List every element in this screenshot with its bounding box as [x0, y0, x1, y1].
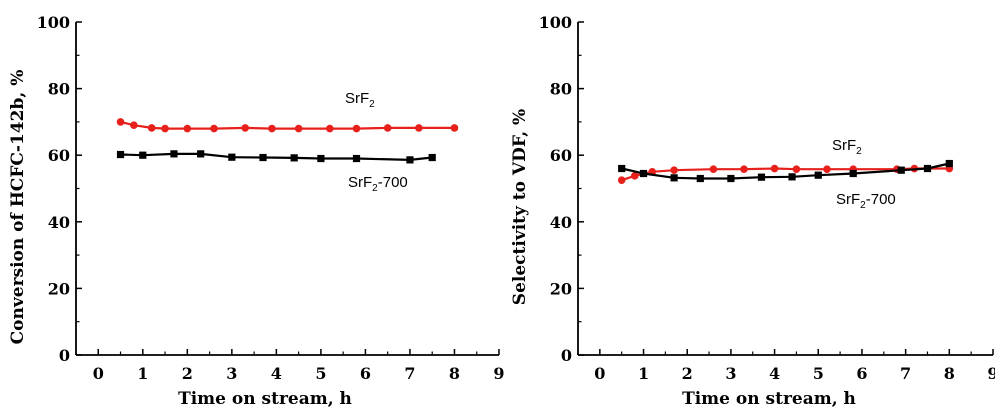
- y-axis-title: Selectivity to VDF, %: [510, 109, 530, 305]
- x-tick-label: 7: [404, 364, 415, 383]
- data-point: [450, 124, 459, 132]
- data-point: [788, 173, 796, 181]
- series-line: [621, 162, 950, 180]
- data-point: [897, 166, 905, 174]
- data-point: [383, 124, 392, 132]
- data-point: [116, 118, 125, 126]
- x-tick-label: 8: [944, 364, 955, 383]
- data-point: [849, 169, 857, 178]
- x-tick-label: 0: [93, 364, 104, 383]
- series-srf2-700: [618, 159, 953, 183]
- y-tick-label: 0: [59, 346, 70, 365]
- data-point: [639, 169, 648, 178]
- conversion-chart-panel: Conversion of HCFC-142b, % Time on strea…: [8, 13, 505, 409]
- x-tick-label: 9: [987, 364, 995, 383]
- data-point: [294, 124, 303, 133]
- data-point: [792, 165, 801, 173]
- y-axis-title: Conversion of HCFC-142b, %: [8, 70, 28, 345]
- data-point: [228, 153, 236, 161]
- x-tick-label: 4: [769, 364, 780, 383]
- data-point: [210, 124, 218, 133]
- y-tick-label: 40: [550, 213, 572, 232]
- series-label: SrF2: [832, 137, 862, 157]
- data-point: [116, 150, 125, 159]
- x-tick-label: 9: [493, 364, 504, 383]
- x-tick-label: 0: [594, 364, 605, 383]
- x-tick-label: 5: [813, 364, 824, 383]
- series-line: [120, 120, 455, 130]
- x-tick-label: 5: [315, 364, 326, 383]
- x-tick-label: 1: [638, 364, 649, 383]
- y-tick-label: 100: [539, 13, 572, 32]
- series-srf2: [116, 118, 459, 133]
- x-tick-label: 7: [900, 364, 911, 383]
- data-point: [170, 150, 178, 158]
- data-point: [670, 174, 678, 182]
- y-tick-label: 80: [48, 80, 70, 99]
- data-point: [352, 124, 361, 133]
- y-tick-label: 20: [550, 279, 572, 298]
- y-tick-label: 60: [550, 146, 572, 165]
- data-point: [326, 124, 334, 133]
- data-point: [630, 172, 639, 180]
- data-point: [428, 153, 436, 162]
- series-line: [120, 152, 433, 162]
- y-tick-label: 80: [550, 80, 572, 99]
- data-point: [670, 166, 678, 174]
- x-tick-label: 4: [271, 364, 282, 383]
- series-label: SrF2-700: [836, 191, 896, 211]
- data-point: [161, 124, 169, 133]
- x-tick-label: 2: [682, 364, 693, 383]
- data-point: [147, 124, 156, 132]
- data-point: [727, 174, 735, 183]
- x-tick-label: 2: [182, 364, 193, 383]
- data-point: [823, 165, 831, 173]
- data-point: [740, 165, 748, 173]
- data-point: [268, 124, 276, 133]
- y-tick-label: 100: [37, 13, 70, 32]
- data-point: [259, 153, 267, 162]
- data-point: [197, 150, 205, 158]
- series-label: SrF2: [345, 90, 375, 110]
- y-tick-label: 0: [561, 346, 572, 365]
- data-point: [923, 164, 932, 173]
- data-point: [352, 154, 361, 163]
- data-point: [814, 171, 822, 179]
- y-tick-label: 20: [48, 279, 70, 298]
- x-tick-label: 8: [449, 364, 460, 383]
- x-tick-label: 1: [137, 364, 148, 383]
- y-tick-label: 40: [48, 213, 70, 232]
- data-point: [241, 124, 249, 132]
- series-label: SrF2-700: [348, 174, 408, 194]
- data-point: [415, 124, 423, 132]
- data-point: [406, 156, 414, 164]
- x-tick-label: 3: [725, 364, 736, 383]
- data-point: [317, 154, 325, 163]
- data-point: [617, 176, 626, 184]
- data-point: [130, 121, 138, 130]
- data-point: [945, 159, 953, 168]
- selectivity-chart-panel: Selectivity to VDF, % Time on stream, h …: [510, 13, 995, 409]
- data-point: [139, 151, 147, 159]
- data-point: [290, 154, 298, 162]
- x-tick-label: 3: [226, 364, 237, 383]
- data-point: [770, 164, 779, 173]
- data-point: [696, 174, 704, 183]
- data-point: [183, 124, 192, 133]
- data-point: [618, 164, 626, 173]
- data-point: [709, 165, 718, 173]
- x-axis-title: Time on stream, h: [178, 389, 352, 409]
- y-tick-label: 60: [48, 146, 70, 165]
- x-axis-title: Time on stream, h: [682, 389, 856, 409]
- x-tick-label: 6: [360, 364, 371, 383]
- series-srf2-700: [116, 150, 436, 164]
- data-point: [757, 173, 766, 181]
- x-tick-label: 6: [856, 364, 867, 383]
